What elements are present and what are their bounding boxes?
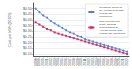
- svg-text:2016: 2016: [102, 58, 107, 66]
- svg-text:2001: 2001: [45, 58, 49, 66]
- svg-text:Federal Tax Incentive(s): Federal Tax Incentive(s): [99, 32, 126, 35]
- svg-text:$0.10: $0.10: [23, 52, 32, 56]
- svg-text:2020: 2020: [117, 58, 122, 66]
- svg-text:2022: 2022: [125, 58, 129, 66]
- svg-text:2021: 2021: [121, 58, 126, 66]
- svg-text:2013: 2013: [90, 58, 95, 66]
- svg-text:2015: 2015: [98, 58, 103, 66]
- svg-text:$0.45: $0.45: [23, 12, 32, 16]
- svg-text:$0.30: $0.30: [23, 29, 32, 33]
- svg-text:2019: 2019: [113, 58, 118, 66]
- svg-text:$0.20: $0.20: [23, 41, 32, 45]
- svg-text:2007: 2007: [67, 58, 72, 66]
- svg-text:$0.25: $0.25: [23, 35, 32, 39]
- svg-text:2000: 2000: [41, 58, 46, 66]
- svg-text:2012: 2012: [87, 58, 91, 66]
- svg-text:2005: 2005: [60, 58, 65, 66]
- svg-text:Thin Film and Low-: Thin Film and Low-: [99, 20, 121, 23]
- svg-text:$0.15: $0.15: [23, 46, 32, 50]
- svg-text:2011: 2011: [83, 58, 88, 66]
- svg-text:$0.35: $0.35: [23, 24, 32, 28]
- svg-text:2018: 2018: [109, 58, 114, 66]
- svg-text:1999: 1999: [37, 58, 42, 66]
- svg-text:$0.50: $0.50: [23, 7, 32, 11]
- svg-text:1998: 1998: [33, 58, 38, 66]
- svg-text:an Average Price with: an Average Price with: [99, 9, 124, 12]
- svg-text:Cost per kWh (2020$): Cost per kWh (2020$): [8, 12, 12, 46]
- svg-text:2002: 2002: [48, 58, 53, 66]
- svg-text:Incentive(s): Incentive(s): [99, 15, 112, 18]
- svg-text:Crystalline Silicon at: Crystalline Silicon at: [99, 6, 122, 9]
- svg-text:$0.40: $0.40: [23, 18, 32, 22]
- svg-text:2008: 2008: [71, 58, 76, 66]
- svg-text:Average Prices, with: Average Prices, with: [99, 29, 123, 32]
- svg-text:2009: 2009: [75, 58, 80, 66]
- svg-text:Concentrating at: Concentrating at: [99, 26, 118, 29]
- svg-text:Federal Tax: Federal Tax: [99, 12, 113, 15]
- svg-text:2004: 2004: [56, 58, 61, 66]
- svg-text:2003: 2003: [52, 58, 57, 66]
- svg-text:2017: 2017: [106, 58, 110, 66]
- svg-text:2010: 2010: [79, 58, 84, 66]
- svg-text:2014: 2014: [94, 58, 99, 66]
- svg-text:2006: 2006: [64, 58, 69, 66]
- svg-text:Conc. Tracking: Conc. Tracking: [99, 23, 116, 26]
